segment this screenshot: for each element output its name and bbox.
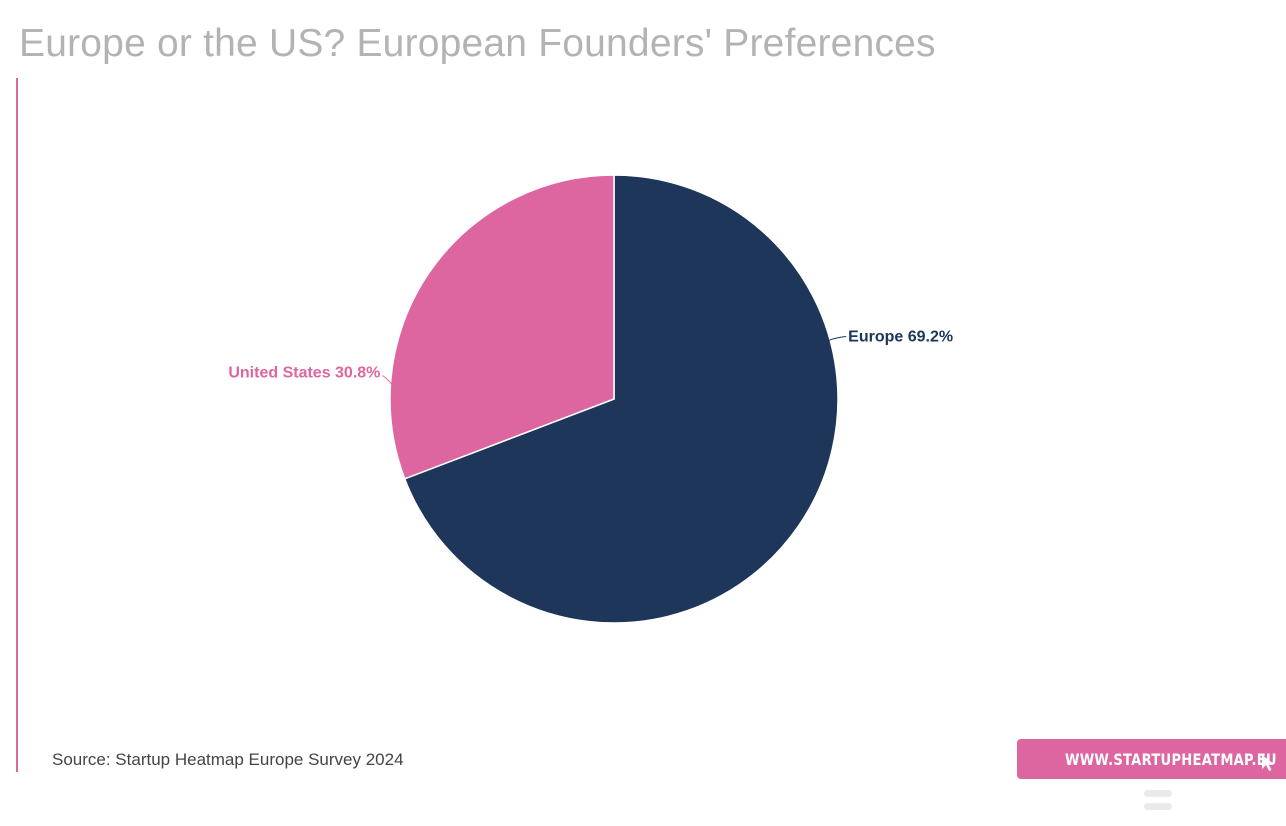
leader-line-europe	[827, 336, 847, 342]
chart-title: Europe or the US? European Founders' Pre…	[19, 22, 936, 65]
website-link-button[interactable]: WWW.STARTUPHEATMAP.EU	[1017, 739, 1286, 779]
slice-label-europe: Europe 69.2%	[848, 329, 953, 346]
website-link-label: WWW.STARTUPHEATMAP.EU	[1065, 749, 1277, 769]
leader-line-united-states	[382, 374, 393, 386]
accent-rule	[16, 78, 18, 772]
pie-slices	[389, 174, 839, 624]
slice-label-united-states: United States 30.8%	[228, 364, 380, 381]
menu-handle-icon[interactable]	[1144, 790, 1172, 816]
pie-slice-united-states	[389, 174, 615, 480]
pie-slice-europe	[403, 174, 839, 624]
pie-labels: Europe 69.2% United States 30.8%	[228, 329, 953, 386]
cursor-icon	[1262, 755, 1274, 771]
source-note: Source: Startup Heatmap Europe Survey 20…	[52, 750, 404, 769]
